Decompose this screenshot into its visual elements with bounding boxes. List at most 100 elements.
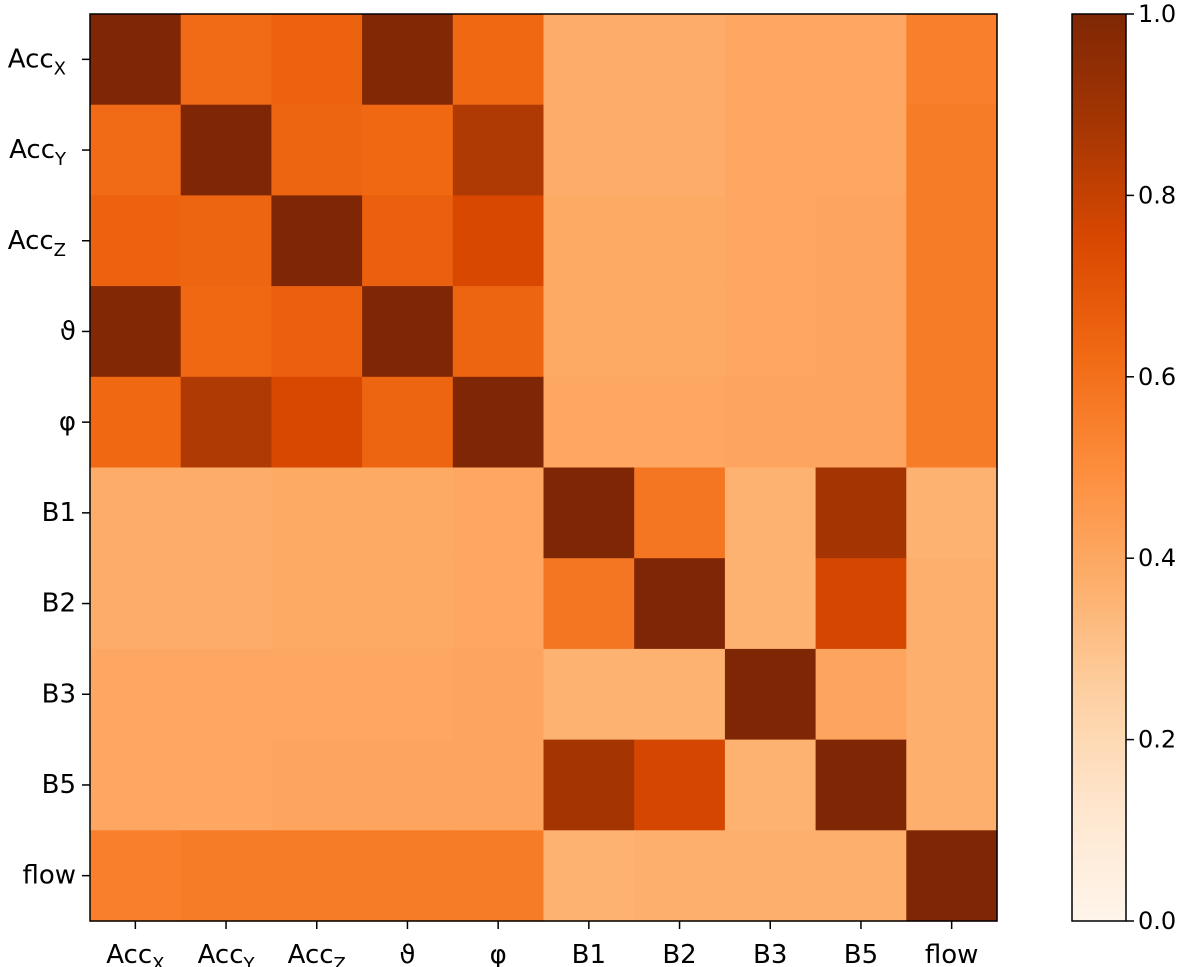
- heatmap-cell: [90, 467, 182, 559]
- heatmap-cells: [90, 14, 998, 922]
- heatmap-cell: [634, 558, 726, 650]
- heatmap-cell: [90, 104, 182, 196]
- heatmap-cell: [906, 648, 998, 741]
- heatmap-cell: [724, 104, 817, 196]
- heatmap-cell: [815, 104, 907, 196]
- heatmap-cell: [815, 648, 907, 741]
- heatmap-cell: [452, 739, 545, 831]
- heatmap-cell: [543, 648, 635, 741]
- y-tick-label: B5: [42, 770, 76, 800]
- heatmap-cell: [362, 376, 454, 469]
- heatmap-cell: [634, 830, 726, 922]
- x-tick-label: AccZ: [288, 940, 346, 967]
- heatmap-cell: [815, 376, 907, 469]
- heatmap-cell: [906, 739, 998, 831]
- heatmap-cell: [815, 467, 907, 559]
- x-tick-label: AccY: [198, 940, 256, 967]
- heatmap-cell: [906, 104, 998, 196]
- heatmap-cell: [815, 739, 907, 831]
- colorbar-tick-label: 0.2: [1138, 726, 1176, 754]
- x-tick-label: ϑ: [399, 940, 415, 967]
- heatmap-cell: [634, 467, 726, 559]
- x-axis-ticks: AccX AccY AccZ ϑ φ B1 B2 B3 B5 flow: [106, 921, 978, 967]
- heatmap-cell: [452, 830, 545, 922]
- heatmap-cell: [362, 648, 454, 741]
- y-tick-label: flow: [22, 861, 76, 891]
- x-tick-label: φ: [490, 940, 507, 967]
- heatmap-cell: [452, 467, 545, 559]
- heatmap-cell: [180, 739, 272, 831]
- heatmap-cell: [180, 648, 272, 741]
- heatmap-cell: [815, 830, 907, 922]
- heatmap-cell: [543, 195, 635, 287]
- heatmap-cell: [452, 558, 545, 650]
- heatmap-cell: [906, 830, 998, 922]
- heatmap-cell: [724, 195, 817, 287]
- y-tick-label: AccY: [9, 135, 67, 170]
- heatmap-cell: [90, 739, 182, 831]
- heatmap-cell: [271, 14, 363, 106]
- y-tick-label: B1: [42, 498, 76, 528]
- heatmap-cell: [271, 648, 363, 741]
- x-tick-label: B1: [572, 940, 606, 967]
- heatmap-cell: [362, 195, 454, 287]
- y-tick-label: φ: [59, 407, 76, 437]
- y-tick-label: ϑ: [60, 316, 76, 346]
- heatmap-cell: [90, 830, 182, 922]
- heatmap-cell: [90, 558, 182, 650]
- y-tick-label: B2: [42, 589, 76, 619]
- heatmap-cell: [543, 558, 635, 650]
- heatmap-cell: [362, 467, 454, 559]
- colorbar-tick-label: 0.6: [1138, 363, 1176, 391]
- heatmap-cell: [724, 558, 817, 650]
- heatmap-cell: [906, 376, 998, 469]
- y-tick-label: AccX: [8, 44, 66, 79]
- colorbar-tick-label: 0.0: [1138, 907, 1176, 935]
- heatmap-cell: [180, 14, 272, 106]
- heatmap-cell: [90, 195, 182, 287]
- heatmap-cell: [634, 14, 726, 106]
- heatmap-cell: [271, 830, 363, 922]
- heatmap-cell: [543, 830, 635, 922]
- heatmap-cell: [271, 467, 363, 559]
- heatmap-cell: [634, 104, 726, 196]
- heatmap-cell: [724, 467, 817, 559]
- heatmap-cell: [724, 14, 817, 106]
- heatmap-cell: [362, 104, 454, 196]
- heatmap-cell: [452, 376, 545, 469]
- heatmap-cell: [906, 14, 998, 106]
- heatmap-cell: [452, 195, 545, 287]
- heatmap-cell: [634, 739, 726, 831]
- heatmap-cell: [452, 648, 545, 741]
- heatmap-cell: [906, 467, 998, 559]
- colorbar-ticks: 0.0 0.2 0.4 0.6 0.8 1.0: [1126, 0, 1176, 935]
- heatmap-cell: [543, 467, 635, 559]
- colorbar: 0.0 0.2 0.4 0.6 0.8 1.0: [1071, 0, 1176, 935]
- y-tick-label: AccZ: [8, 226, 66, 261]
- x-tick-label: flow: [925, 940, 979, 967]
- heatmap-cell: [362, 558, 454, 650]
- heatmap-cell: [180, 558, 272, 650]
- heatmap-cell: [634, 648, 726, 741]
- heatmap-cell: [724, 739, 817, 831]
- heatmap-cell: [906, 195, 998, 287]
- x-tick-label: B2: [662, 940, 696, 967]
- colorbar-tick-label: 0.4: [1138, 544, 1176, 572]
- heatmap-cell: [634, 286, 726, 378]
- colorbar-tick-label: 0.8: [1138, 181, 1176, 209]
- colorbar-tick-label: 1.0: [1138, 0, 1176, 28]
- heatmap-cell: [271, 286, 363, 378]
- heatmap-cell: [724, 286, 817, 378]
- heatmap-cell: [362, 14, 454, 106]
- heatmap-cell: [180, 195, 272, 287]
- heatmap-cell: [815, 195, 907, 287]
- heatmap-cell: [180, 286, 272, 378]
- heatmap-cell: [180, 830, 272, 922]
- heatmap-cell: [452, 104, 545, 196]
- heatmap-cell: [724, 376, 817, 469]
- heatmap-cell: [543, 376, 635, 469]
- y-axis-ticks: AccX AccY AccZ ϑ φ B1 B2 B3 B5 flow: [8, 44, 90, 891]
- heatmap-cell: [180, 376, 272, 469]
- heatmap-cell: [90, 648, 182, 741]
